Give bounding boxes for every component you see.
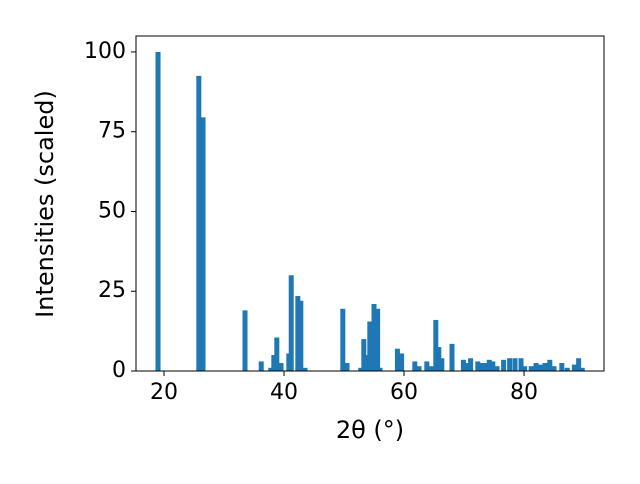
y-tick-label: 0 bbox=[112, 358, 126, 383]
bar bbox=[268, 367, 274, 371]
bar bbox=[258, 361, 264, 371]
bar bbox=[579, 367, 585, 371]
bar bbox=[371, 304, 377, 371]
bar bbox=[364, 355, 370, 371]
bar bbox=[155, 51, 161, 371]
y-tick-label: 75 bbox=[98, 119, 126, 144]
y-tick-label: 25 bbox=[98, 278, 126, 303]
bar bbox=[564, 367, 570, 371]
bar bbox=[478, 363, 484, 371]
bar bbox=[528, 366, 534, 371]
bar bbox=[576, 358, 582, 371]
bar bbox=[394, 348, 400, 371]
bar bbox=[494, 366, 500, 371]
y-axis-label: Intensities (scaled) bbox=[31, 90, 59, 318]
bar bbox=[468, 358, 474, 371]
bar bbox=[449, 343, 455, 371]
bar bbox=[551, 366, 557, 371]
bar bbox=[288, 275, 294, 371]
x-tick-label: 40 bbox=[270, 380, 298, 405]
bar bbox=[571, 364, 577, 371]
bar bbox=[278, 363, 284, 371]
bar bbox=[547, 359, 553, 371]
y-tick-label: 50 bbox=[98, 198, 126, 223]
bar bbox=[271, 355, 277, 371]
bar bbox=[358, 367, 364, 371]
bar bbox=[377, 367, 383, 371]
bar bbox=[242, 310, 248, 371]
bar bbox=[518, 358, 524, 371]
x-axis-label: 2θ (°) bbox=[336, 416, 404, 444]
plot-frame bbox=[135, 35, 605, 372]
bar bbox=[439, 358, 445, 371]
bar bbox=[533, 363, 539, 371]
bar bbox=[344, 363, 350, 371]
bar bbox=[501, 359, 507, 371]
bar bbox=[538, 364, 544, 371]
bar bbox=[412, 361, 418, 371]
bar bbox=[490, 361, 496, 371]
bar bbox=[416, 366, 422, 371]
x-tick-label: 60 bbox=[390, 380, 418, 405]
bar bbox=[302, 367, 308, 371]
bar bbox=[428, 366, 434, 371]
bar bbox=[542, 363, 548, 371]
bar bbox=[486, 359, 492, 371]
bar bbox=[475, 361, 481, 371]
bar bbox=[367, 321, 373, 371]
bar bbox=[433, 319, 439, 371]
y-tick-label: 100 bbox=[84, 39, 126, 64]
bar bbox=[559, 363, 565, 371]
bar bbox=[482, 363, 488, 371]
bar bbox=[295, 296, 301, 371]
bar bbox=[200, 117, 206, 371]
bar bbox=[274, 337, 280, 371]
bar bbox=[424, 361, 430, 371]
bar bbox=[399, 353, 405, 371]
bar bbox=[464, 363, 470, 371]
bar bbox=[436, 347, 442, 371]
bar bbox=[507, 358, 513, 371]
bar bbox=[196, 75, 202, 371]
bar bbox=[361, 339, 367, 371]
bar bbox=[298, 300, 304, 371]
bar bbox=[375, 308, 381, 371]
x-tick-label: 80 bbox=[510, 380, 538, 405]
bar bbox=[460, 359, 466, 371]
bar bbox=[340, 308, 346, 371]
bar bbox=[512, 358, 518, 371]
x-tick-label: 20 bbox=[150, 380, 178, 405]
bar bbox=[522, 366, 528, 371]
